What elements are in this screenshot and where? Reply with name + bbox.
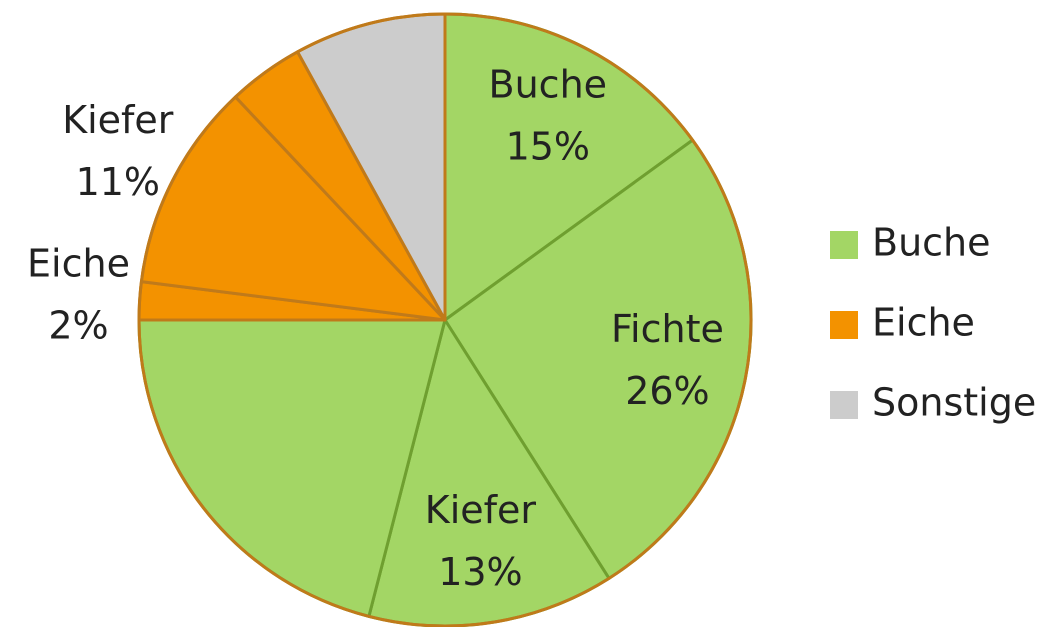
slice-value-label: 26% [625, 369, 709, 413]
pie-outline [137, 12, 753, 627]
slice-value-label: 11% [76, 160, 160, 204]
slice-label: Kiefer [62, 98, 174, 142]
legend-label: Sonstige [872, 381, 1036, 425]
legend-label: Eiche [872, 301, 975, 345]
slice-label: Eiche [27, 241, 130, 285]
slice-label: Buche [489, 63, 608, 107]
legend-swatch [830, 391, 858, 419]
slice-label: Fichte [611, 307, 724, 351]
legend-label: Buche [872, 221, 991, 265]
slice-value-label: 13% [438, 550, 522, 594]
legend-swatch [830, 231, 858, 259]
slice-value-label: 15% [506, 125, 590, 169]
legend-swatch [830, 311, 858, 339]
slice-label: Kiefer [425, 488, 537, 532]
slice-value-label: 2% [48, 303, 108, 347]
